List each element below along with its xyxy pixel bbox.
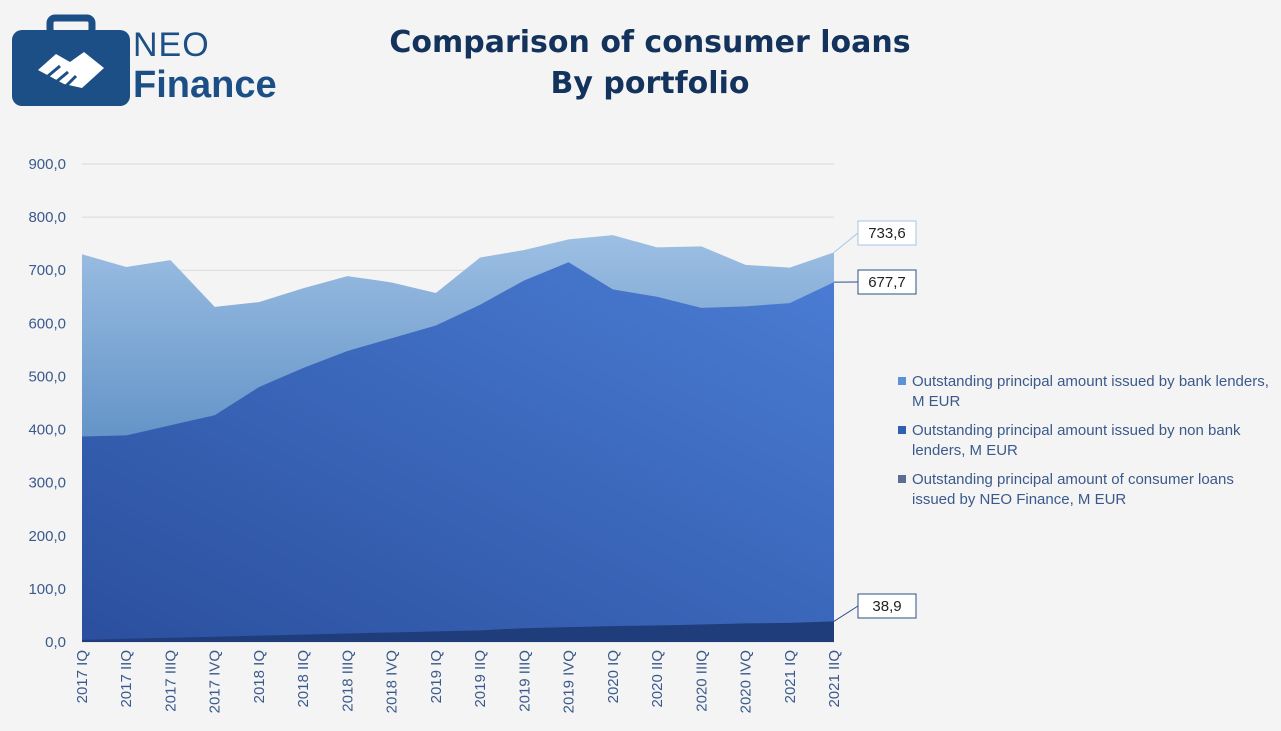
x-tick-label: 2018 IVQ [384, 650, 401, 713]
y-tick-label: 900,0 [28, 156, 66, 173]
y-tick-label: 800,0 [28, 209, 66, 226]
title-line-2: By portfolio [550, 66, 750, 101]
logo [12, 14, 292, 110]
x-tick-label: 2019 IQ [428, 650, 445, 703]
x-tick-label: 2017 IIQ [118, 650, 135, 708]
x-tick-label: 2021 IIQ [826, 650, 843, 708]
legend-item-non-bank: Outstanding principal amount issued by n… [898, 421, 1273, 461]
handshake-briefcase-icon [12, 14, 130, 106]
y-tick-label: 600,0 [28, 315, 66, 332]
data-label-leader [833, 605, 859, 622]
data-label-box [857, 220, 917, 246]
x-tick-label: 2017 IQ [74, 650, 91, 703]
x-tick-label: 2020 IQ [605, 650, 622, 703]
logo-text-neo: NEO [133, 26, 210, 64]
y-tick-label: 0,0 [45, 634, 66, 651]
y-tick-label: 200,0 [28, 528, 66, 545]
y-tick-label: 500,0 [28, 368, 66, 385]
y-tick-label: 400,0 [28, 422, 66, 439]
legend-swatch-neo [898, 475, 906, 483]
x-tick-label: 2018 IIQ [295, 650, 312, 708]
x-tick-label: 2017 IVQ [207, 650, 224, 713]
x-tick-label: 2021 IQ [782, 650, 799, 703]
legend-label-non-bank: Outstanding principal amount issued by n… [912, 422, 1241, 459]
x-tick-label: 2020 IIIQ [693, 650, 710, 712]
legend-swatch-bank [898, 377, 906, 385]
data-label: 677,7 [868, 274, 906, 291]
data-label-leader [833, 232, 859, 253]
series-area-neo-finance [82, 621, 834, 642]
x-tick-label: 2019 IIIQ [516, 650, 533, 712]
x-tick-label: 2018 IIIQ [339, 650, 356, 712]
x-tick-label: 2020 IIQ [649, 650, 666, 708]
data-label: 38,9 [872, 598, 901, 615]
y-tick-label: 300,0 [28, 475, 66, 492]
y-tick-label: 100,0 [28, 581, 66, 598]
data-label-box [857, 593, 917, 619]
legend-label-neo: Outstanding principal amount of consumer… [912, 471, 1234, 508]
x-tick-label: 2019 IIQ [472, 650, 489, 708]
legend-swatch-non-bank [898, 426, 906, 434]
data-label: 733,6 [868, 225, 906, 242]
legend-item-neo: Outstanding principal amount of consumer… [898, 470, 1273, 510]
x-tick-label: 2020 IVQ [738, 650, 755, 713]
x-tick-label: 2019 IVQ [561, 650, 578, 713]
chart-legend: Outstanding principal amount issued by b… [898, 372, 1273, 519]
chart-title: Comparison of consumer loans By portfoli… [330, 22, 970, 104]
x-tick-label: 2017 IIIQ [162, 650, 179, 712]
legend-item-bank: Outstanding principal amount issued by b… [898, 372, 1273, 412]
x-tick-label: 2018 IQ [251, 650, 268, 703]
legend-label-bank: Outstanding principal amount issued by b… [912, 373, 1269, 410]
title-line-1: Comparison of consumer loans [389, 25, 911, 60]
logo-text-finance: Finance [133, 64, 277, 106]
series-area-non-bank-lenders [82, 262, 834, 642]
data-label-box [857, 269, 917, 295]
y-tick-label: 700,0 [28, 262, 66, 279]
